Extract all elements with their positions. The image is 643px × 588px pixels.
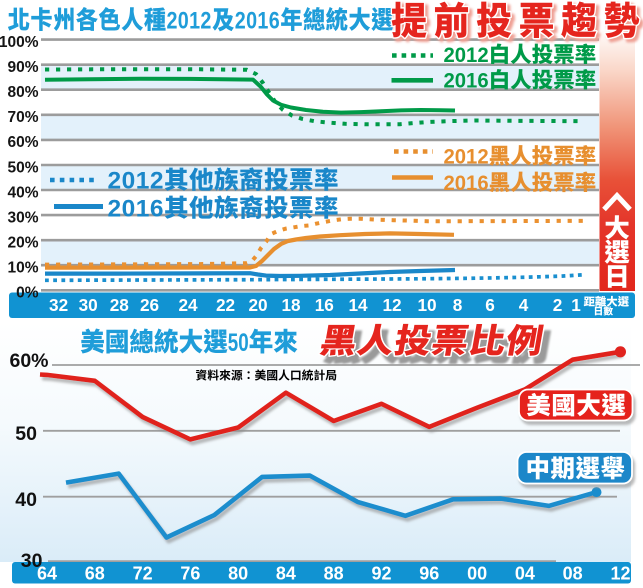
svg-text:64: 64 — [37, 564, 57, 584]
svg-text:40: 40 — [15, 489, 37, 511]
svg-text:30: 30 — [21, 550, 43, 572]
svg-text:4: 4 — [519, 295, 529, 315]
svg-text:2016: 2016 — [108, 196, 165, 223]
svg-text:32: 32 — [49, 295, 68, 315]
svg-text:30%: 30% — [7, 209, 38, 226]
svg-text:12: 12 — [610, 564, 630, 584]
svg-text:2012: 2012 — [167, 8, 212, 35]
svg-text:08: 08 — [563, 564, 583, 584]
svg-text:40%: 40% — [7, 184, 38, 201]
svg-text:2012: 2012 — [108, 168, 165, 195]
svg-text:30: 30 — [79, 295, 98, 315]
svg-text:22: 22 — [216, 295, 235, 315]
svg-text:20: 20 — [248, 295, 267, 315]
svg-text:28: 28 — [110, 295, 130, 315]
svg-text:60%: 60% — [7, 134, 38, 151]
svg-text:00: 00 — [467, 564, 487, 584]
svg-text:0%: 0% — [16, 285, 39, 302]
svg-text:72: 72 — [133, 564, 153, 584]
svg-text:10: 10 — [417, 295, 436, 315]
svg-text:6: 6 — [485, 295, 495, 315]
svg-text:12: 12 — [382, 295, 401, 315]
svg-text:2012: 2012 — [444, 43, 489, 67]
svg-text:2016: 2016 — [235, 8, 280, 35]
svg-text:50: 50 — [228, 330, 249, 357]
svg-text:88: 88 — [324, 564, 344, 584]
svg-text:50%: 50% — [7, 159, 38, 176]
svg-text:50: 50 — [15, 423, 37, 445]
svg-text:2: 2 — [553, 295, 563, 315]
svg-text:26: 26 — [140, 295, 159, 315]
svg-text:24: 24 — [178, 295, 198, 315]
svg-text:80%: 80% — [7, 84, 38, 101]
svg-text:2016: 2016 — [444, 171, 489, 195]
svg-text:04: 04 — [515, 564, 535, 584]
svg-text:92: 92 — [371, 564, 391, 584]
svg-text:60%: 60% — [9, 350, 48, 372]
svg-text:16: 16 — [315, 295, 334, 315]
svg-text:14: 14 — [348, 295, 368, 315]
svg-text:68: 68 — [85, 564, 105, 584]
svg-text:18: 18 — [281, 295, 301, 315]
svg-text:84: 84 — [276, 564, 296, 584]
svg-text:70%: 70% — [7, 109, 38, 126]
svg-text:2016: 2016 — [444, 69, 489, 93]
svg-text:80: 80 — [228, 564, 248, 584]
svg-text:8: 8 — [453, 295, 463, 315]
svg-text:100%: 100% — [0, 34, 39, 51]
svg-text:1: 1 — [571, 295, 581, 315]
svg-text:20%: 20% — [7, 235, 38, 252]
svg-text:10%: 10% — [7, 260, 38, 277]
svg-text:96: 96 — [419, 564, 439, 584]
svg-text:2012: 2012 — [444, 145, 489, 169]
svg-text:90%: 90% — [7, 59, 38, 76]
svg-text:76: 76 — [180, 564, 200, 584]
